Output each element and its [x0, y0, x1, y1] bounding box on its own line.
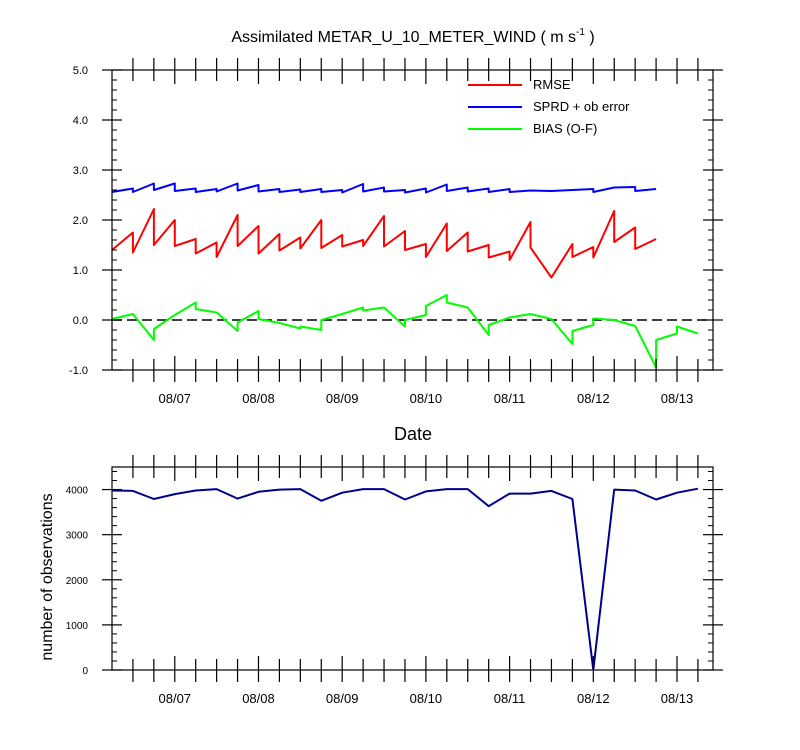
legend-label: RMSE [533, 77, 571, 92]
x-tick-label: 08/08 [242, 691, 275, 706]
chart-title-main: Assimilated METAR_U_10_METER_WIND ( m s [231, 29, 576, 46]
x-tick-label: 08/08 [242, 391, 275, 406]
x-axis-label: Date [394, 424, 432, 444]
chart-title-suffix: ) [585, 29, 595, 46]
y-tick-label: 5.0 [73, 65, 88, 77]
series-line-bias-o-f [111, 294, 699, 369]
top-plot-frame [111, 69, 714, 371]
x-tick-label: 08/07 [159, 391, 192, 406]
y-tick-label: -1.0 [69, 365, 88, 377]
y-tick-label: 0 [82, 666, 88, 677]
bottom-plot-frame [111, 466, 714, 671]
x-tick-label: 08/07 [159, 691, 192, 706]
x-tick-label: 08/12 [577, 691, 610, 706]
y-tick-label: 1.0 [73, 265, 88, 277]
x-tick-label: 08/13 [661, 391, 694, 406]
top-axis-ticks: 08/07 08/08 08/09 08/10 08/11 08/12 08/13 -1.0 0… [69, 58, 723, 406]
chart-title: Assimilated METAR_U_10_METER_WIND ( m s-… [231, 27, 594, 46]
y-tick-label: 2000 [66, 576, 89, 587]
y-tick-label: 4000 [66, 486, 89, 497]
y-axis-label: number of observations [39, 493, 56, 660]
top-series-layer [111, 182, 713, 369]
series-line-sprd-ob-error [111, 182, 657, 194]
legend-label: BIAS (O-F) [533, 121, 597, 136]
bottom-series-layer [111, 487, 699, 671]
x-tick-label: 08/11 [494, 391, 526, 406]
series-line-observations [111, 487, 699, 671]
x-tick-label: 08/09 [326, 691, 359, 706]
bottom-panel: 08/07 08/08 08/09 08/10 08/11 08/12 08/13 0 1000… [39, 455, 723, 706]
x-tick-label: 08/12 [577, 391, 610, 406]
y-tick-label: 3000 [66, 531, 89, 542]
chart-title-superscript: -1 [576, 27, 585, 38]
top-panel: 08/07 08/08 08/09 08/10 08/11 08/12 08/13 -1.0 0… [69, 58, 723, 444]
legend-label: SPRD + ob error [533, 99, 630, 114]
y-tick-label: 1000 [66, 621, 89, 632]
y-tick-label: 3.0 [73, 165, 88, 177]
x-tick-label: 08/09 [326, 391, 359, 406]
y-tick-label: 0.0 [73, 315, 88, 327]
series-line-rmse [111, 208, 657, 279]
y-tick-label: 4.0 [73, 115, 88, 127]
bottom-axis-ticks: 08/07 08/08 08/09 08/10 08/11 08/12 08/13 0 1000… [66, 455, 723, 706]
x-tick-label: 08/10 [410, 691, 443, 706]
x-tick-label: 08/13 [661, 691, 694, 706]
x-tick-label: 08/11 [494, 691, 526, 706]
legend: RMSE SPRD + ob error BIAS (O-F) [468, 77, 630, 136]
y-tick-label: 2.0 [73, 215, 88, 227]
x-tick-label: 08/10 [410, 391, 443, 406]
